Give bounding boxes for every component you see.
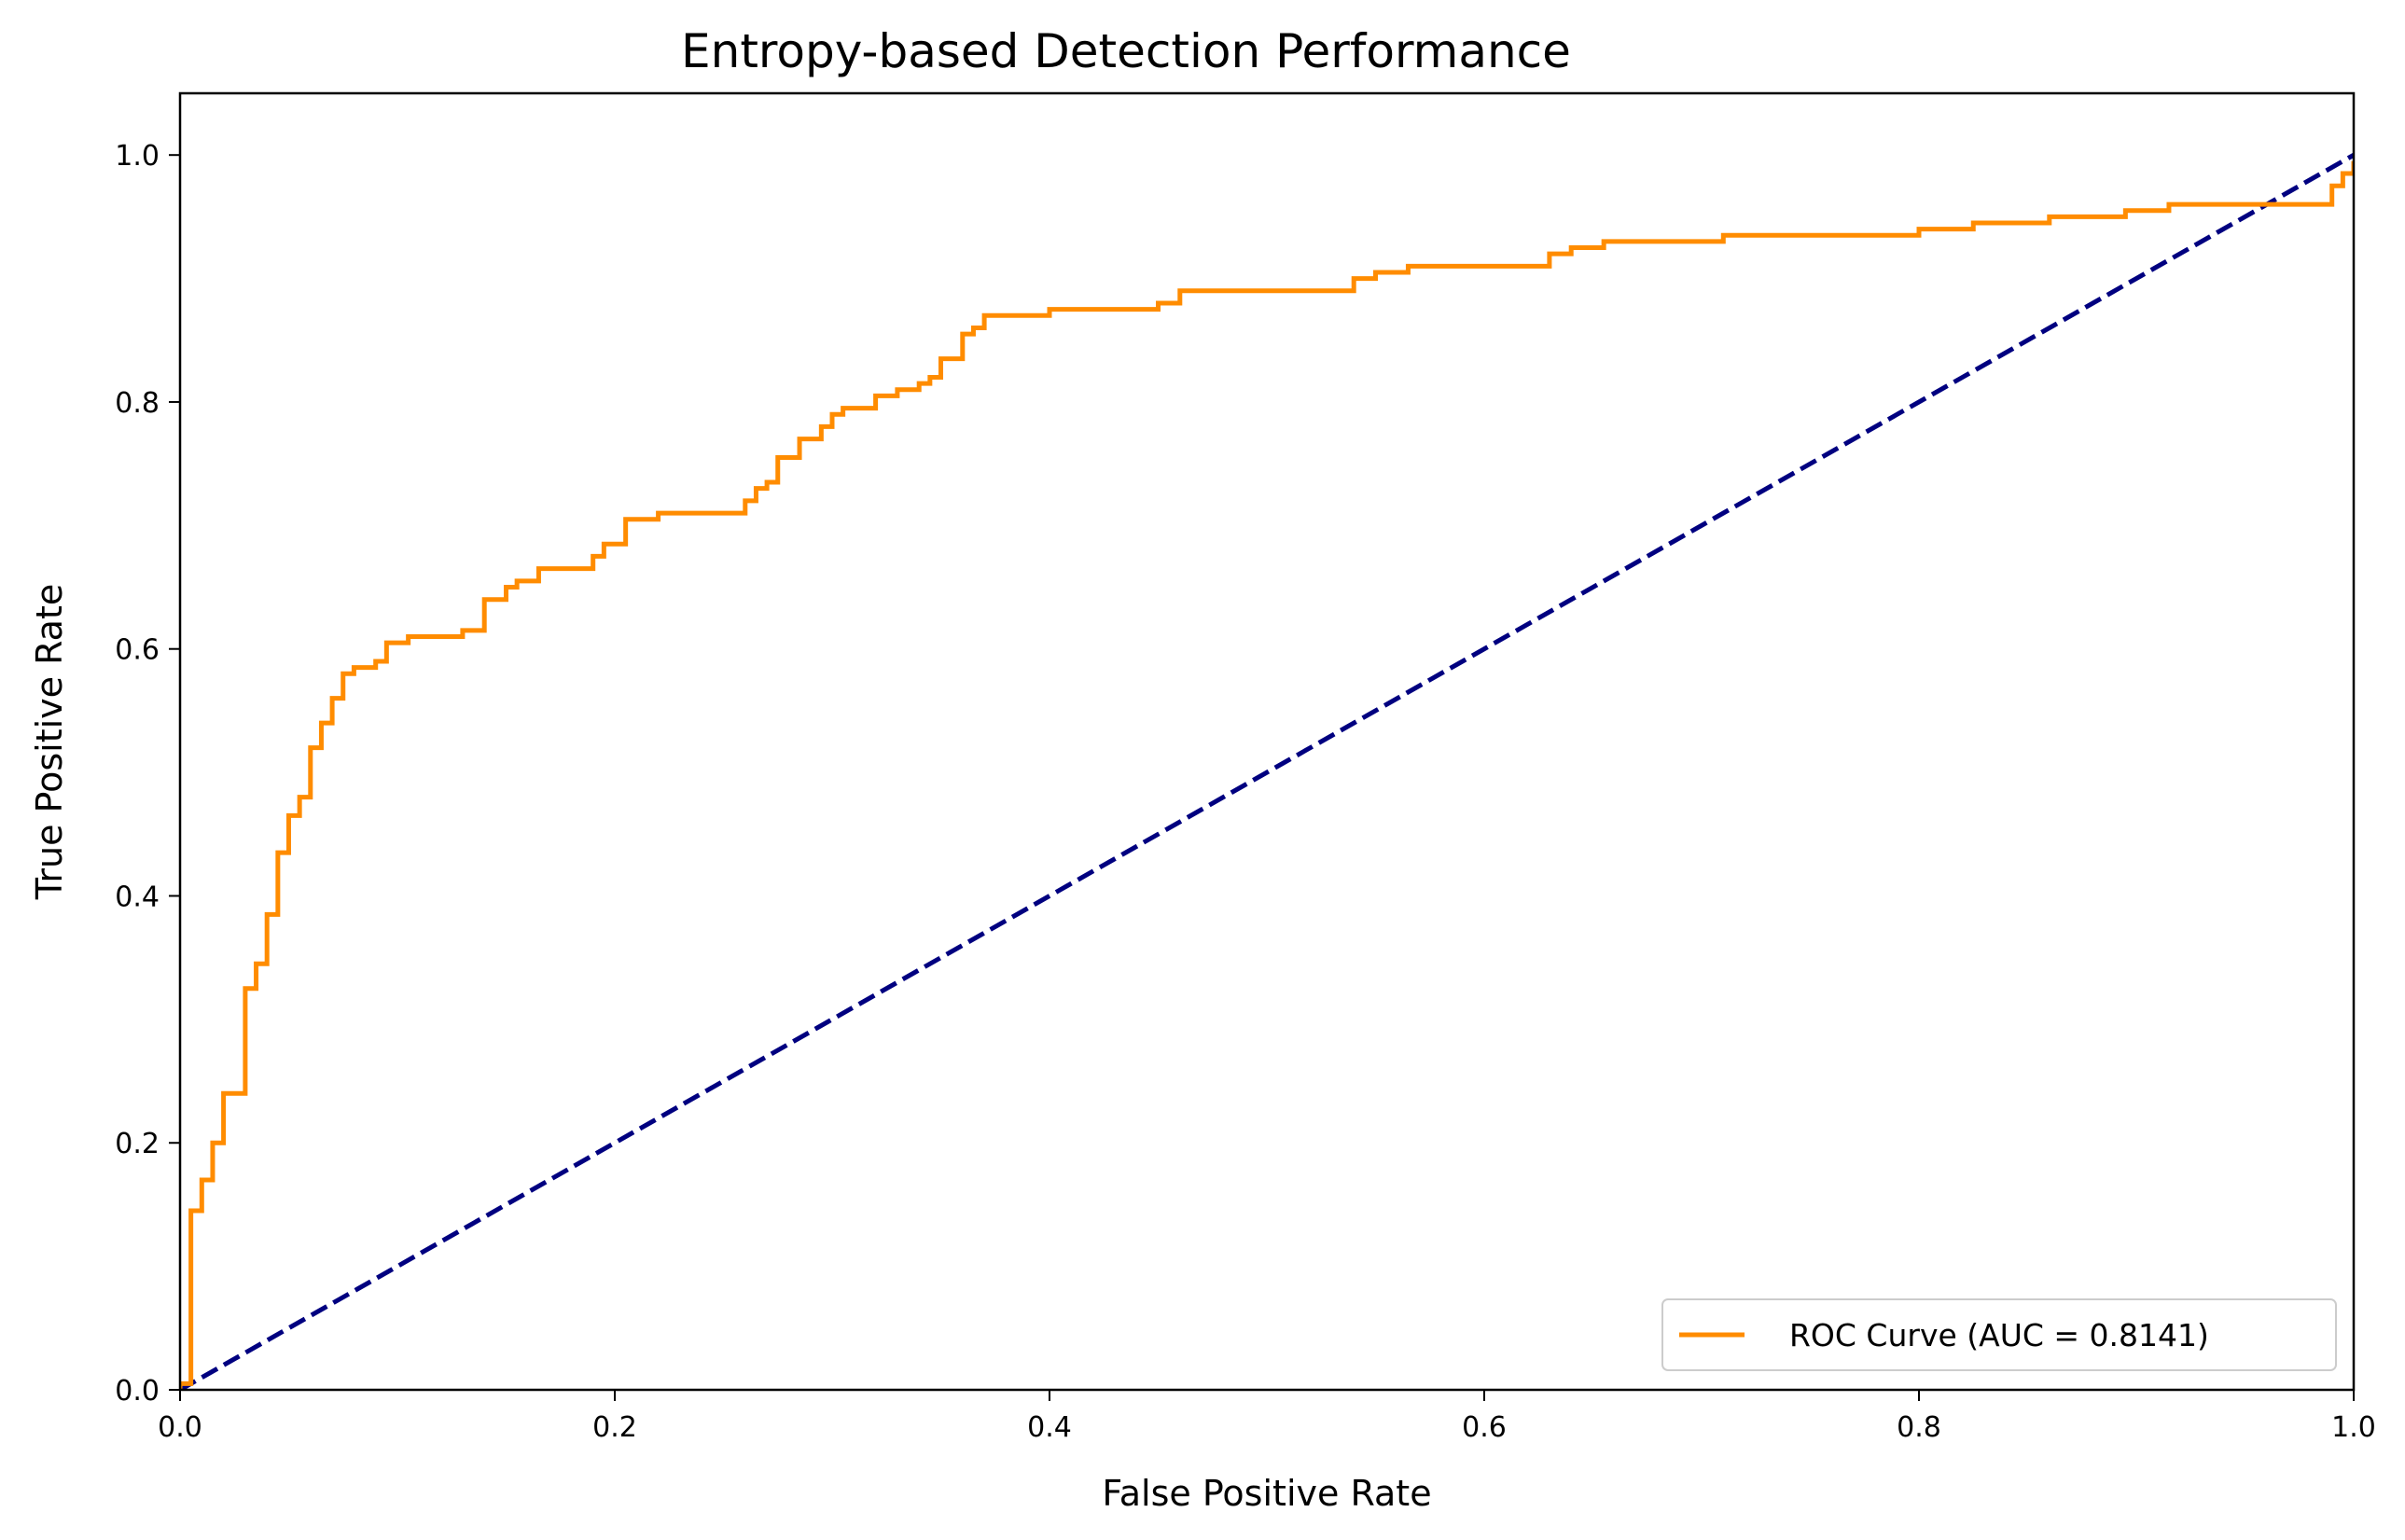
x-tick-label: 0.0 xyxy=(158,1411,202,1444)
legend-box xyxy=(1661,1298,2337,1371)
x-axis-label: False Positive Rate xyxy=(1102,1473,1431,1514)
y-axis-ticks: 0.0 0.2 0.4 0.6 0.8 1.0 xyxy=(115,140,180,1408)
y-tick-label: 0.8 xyxy=(115,387,160,420)
x-tick-label: 1.0 xyxy=(2331,1411,2376,1444)
x-tick-label: 0.4 xyxy=(1027,1411,1072,1444)
chart-title: Entropy-based Detection Performance xyxy=(681,24,1571,78)
y-axis-label: True Positive Rate xyxy=(29,584,70,901)
plot-frame xyxy=(178,91,2356,1392)
legend: ROC Curve (AUC = 0.8141) xyxy=(1661,1298,2337,1371)
y-tick-label: 0.0 xyxy=(115,1375,160,1408)
x-tick-label: 0.8 xyxy=(1897,1411,1941,1444)
y-tick-label: 0.2 xyxy=(115,1128,160,1160)
series-layer xyxy=(180,153,2354,1390)
x-axis-ticks: 0.0 0.2 0.4 0.6 0.8 1.0 xyxy=(158,1390,2376,1444)
roc-curve-line xyxy=(180,160,2354,1390)
plot-area xyxy=(178,91,2356,1392)
legend-entry-roc: ROC Curve (AUC = 0.8141) xyxy=(1789,1317,2209,1353)
x-tick-label: 0.2 xyxy=(592,1411,637,1444)
x-tick-label: 0.6 xyxy=(1462,1411,1507,1444)
y-tick-label: 1.0 xyxy=(115,140,160,173)
y-tick-label: 0.6 xyxy=(115,634,160,667)
y-tick-label: 0.4 xyxy=(115,881,160,913)
chance-diagonal-line xyxy=(180,153,2354,1390)
